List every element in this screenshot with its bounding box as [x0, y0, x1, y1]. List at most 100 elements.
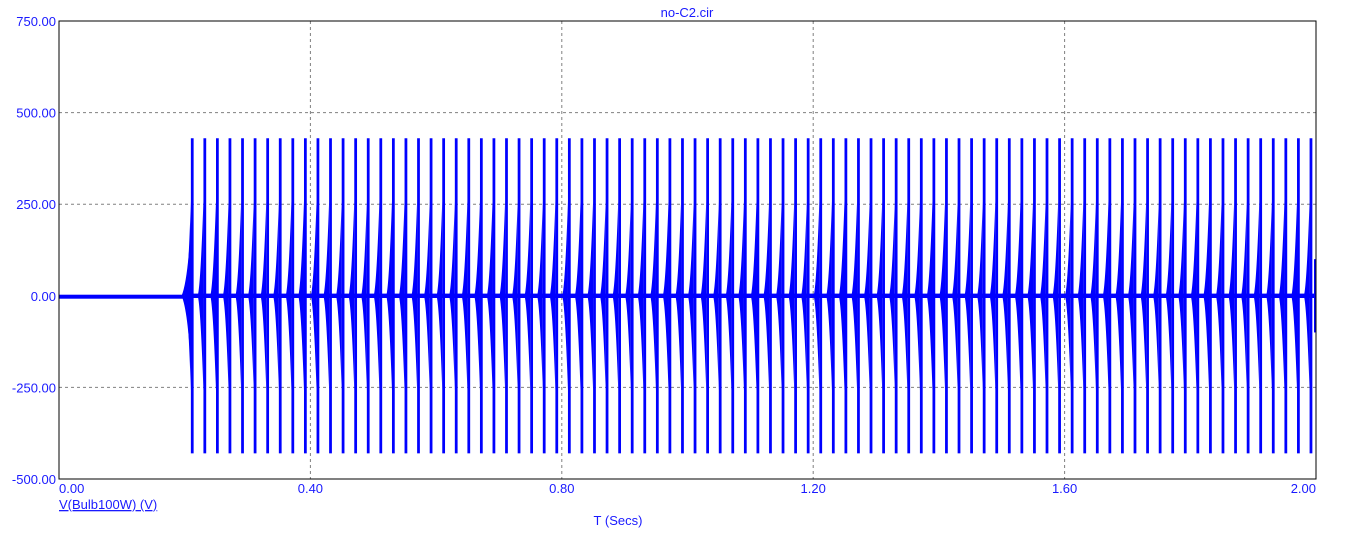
- trace-pulse: [1108, 138, 1112, 454]
- trace-pulse: [203, 138, 207, 454]
- trace-pulse: [1309, 138, 1313, 454]
- trace-pulse-tail: [826, 295, 832, 391]
- trace-pulse: [844, 138, 848, 454]
- trace-pulse-tail: [599, 295, 606, 391]
- trace-pulse: [567, 138, 571, 454]
- trace-pulse: [857, 138, 860, 454]
- trace-pulse-tail: [474, 295, 480, 391]
- trace-pulse: [190, 138, 194, 454]
- trace-pulse-tail: [1039, 201, 1046, 296]
- trace-pulse-tail: [285, 201, 292, 296]
- trace-pulse-tail: [901, 201, 908, 296]
- trace-pulse: [442, 138, 446, 454]
- trace-pulse-tail: [712, 295, 719, 391]
- trace-pulse: [266, 138, 270, 454]
- x-tick-label: 1.20: [801, 481, 826, 496]
- trace-pulse-tail: [197, 201, 204, 296]
- trace-pulse-tail: [750, 295, 757, 391]
- trace-pulse: [668, 138, 672, 454]
- trace-pulse-tail: [310, 201, 317, 296]
- trace-pulse-tail: [662, 295, 669, 391]
- trace-pulse: [479, 138, 483, 454]
- trace-pulse-tail: [800, 295, 807, 391]
- trace-pulse-tail: [901, 295, 908, 391]
- trace-pulse: [1297, 138, 1300, 454]
- trace-pulse-tail: [335, 295, 342, 391]
- x-tick-label: 0.00: [59, 481, 84, 496]
- trace-pulse: [731, 138, 735, 454]
- trace-pulse-tail: [1228, 201, 1235, 296]
- trace-pulse-tail: [750, 201, 757, 296]
- trace-pulse: [454, 138, 458, 454]
- trace-pulse-tail: [411, 201, 418, 296]
- trace-pulse-tail: [323, 201, 330, 296]
- trace-pulse-tail: [1178, 201, 1184, 296]
- trace-pulse-tail: [712, 201, 719, 296]
- trace-pulse-tail: [888, 295, 895, 391]
- trace-pulse-tail: [1240, 295, 1247, 391]
- trace-pulse-tail: [335, 201, 342, 296]
- trace-pulse-tail: [298, 295, 304, 391]
- trace-pulse-tail: [1064, 201, 1071, 296]
- trace-pulse: [316, 138, 320, 454]
- trace-pulse: [693, 138, 697, 454]
- trace-pulse-tail: [1152, 201, 1159, 296]
- trace-pulse-tail: [1203, 201, 1210, 296]
- trace-pulse-tail: [775, 201, 782, 296]
- trace-pulse: [1209, 138, 1212, 454]
- trace-pulse-tail: [574, 201, 581, 296]
- trace-pulse-tail: [1102, 201, 1109, 296]
- trace-pulse-tail: [549, 295, 556, 391]
- trace-pulse-tail: [1140, 201, 1147, 296]
- trace-pulse-tail: [185, 201, 191, 296]
- trace-pulse: [945, 138, 948, 454]
- trace-pulse-tail: [1165, 295, 1172, 391]
- trace-pulse-tail: [976, 295, 983, 391]
- x-tick-label: 2.00: [1291, 481, 1316, 496]
- trace-pulse-tail: [348, 295, 355, 391]
- trace-pulse: [1271, 138, 1275, 454]
- trace-pulse-tail: [499, 201, 506, 296]
- x-axis-label: T (Secs): [594, 513, 643, 528]
- trace-pulse-tail: [1303, 201, 1310, 296]
- trace-pulse-tail: [474, 201, 480, 296]
- trace-pulse-tail: [361, 295, 367, 391]
- trace-pulse-tail: [398, 201, 405, 296]
- trace-pulse-tail: [185, 295, 191, 391]
- trace-pulse-tail: [511, 295, 518, 391]
- trace-pulse: [241, 138, 244, 454]
- trace-pulse-tail: [1014, 295, 1021, 391]
- trace-pulse: [1121, 138, 1124, 454]
- trace-pulse-tail: [537, 201, 543, 296]
- trace-pulse-tail: [1228, 295, 1235, 391]
- y-axis-ticks: 750.00 500.00 250.00 0.00 -250.00 -500.00: [12, 14, 56, 487]
- trace-pulse: [1183, 138, 1187, 454]
- trace-pulse-tail: [1127, 295, 1134, 391]
- trace-flat-segment: [59, 294, 185, 299]
- trace-pulse-tail: [888, 201, 895, 296]
- trace-pulse-tail: [876, 295, 883, 391]
- trace-pulse: [291, 138, 295, 454]
- trace-pulse-tail: [1077, 201, 1084, 296]
- trace-pulse-tail: [1002, 201, 1008, 296]
- trace-pulse-tail: [1303, 295, 1310, 391]
- trace-pulse: [1007, 138, 1011, 454]
- trace-pulse: [819, 138, 823, 454]
- trace-pulse-tail: [587, 201, 594, 296]
- trace-pulse-tail: [1278, 201, 1285, 296]
- trace-pulse-tail: [826, 201, 832, 296]
- trace-pulse-tail: [1127, 201, 1134, 296]
- trace-pulse-tail: [210, 201, 216, 296]
- trace-pulse-tail: [738, 201, 744, 296]
- trace-pulse-tail: [637, 295, 644, 391]
- trace-pulse-tail: [838, 295, 845, 391]
- trace-pulse-tail: [1052, 201, 1059, 296]
- series-label[interactable]: V(Bulb100W) (V): [59, 497, 157, 512]
- trace-pulse: [215, 138, 219, 454]
- trace-pulse-tail: [939, 201, 946, 296]
- trace-pulse-tail: [863, 201, 870, 296]
- trace-pulse-tail: [1052, 295, 1059, 391]
- trace-pulse: [907, 138, 911, 454]
- trace-pulse-tail: [222, 295, 229, 391]
